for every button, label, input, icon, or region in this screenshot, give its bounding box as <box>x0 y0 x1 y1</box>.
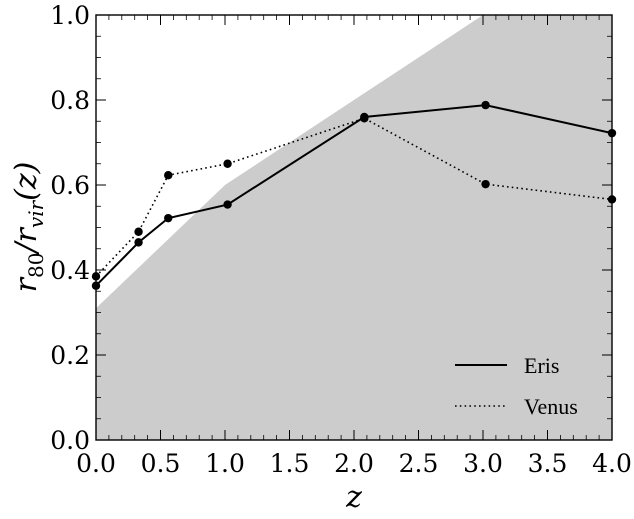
x-tick-label: 2.0 <box>334 449 374 478</box>
data-point-eris <box>481 100 490 110</box>
data-point-venus <box>164 171 173 180</box>
x-axis-label: z <box>345 480 362 515</box>
y-label-slash-r: /r <box>9 226 44 255</box>
legend-label-eris: Eris <box>524 353 559 378</box>
y-label-sub-80: 80 <box>24 253 48 278</box>
legend-label-venus: Venus <box>524 394 578 419</box>
y-tick-labels: 0.0 0.2 0.4 0.6 0.8 1.0 <box>50 1 90 455</box>
legend: Eris Venus <box>455 353 578 419</box>
data-point-venus <box>134 227 143 236</box>
data-point-venus <box>360 114 369 123</box>
y-tick-label: 0.2 <box>50 341 90 370</box>
y-tick-label: 0.8 <box>50 86 90 115</box>
y-tick-label: 0.0 <box>50 426 90 455</box>
data-point-venus <box>481 179 490 189</box>
data-point-venus <box>223 159 232 168</box>
x-tick-label: 0.5 <box>141 449 181 478</box>
y-label-r: r <box>9 276 44 292</box>
y-tick-label: 1.0 <box>50 1 90 30</box>
x-tick-label: 1.0 <box>205 449 245 478</box>
shaded-region <box>96 15 612 440</box>
y-tick-label: 0.6 <box>50 171 90 200</box>
data-point-eris <box>223 200 232 209</box>
y-tick-label: 0.4 <box>50 256 90 285</box>
y-label-sub-vir: vir <box>24 199 48 228</box>
x-tick-label: 3.0 <box>463 449 503 478</box>
plot-frame <box>95 14 613 441</box>
x-tick-label: 1.5 <box>270 449 310 478</box>
x-tick-label: 4.0 <box>592 449 632 478</box>
x-tick-labels: 0.0 0.5 1.0 1.5 2.0 2.5 3.0 3.5 4.0 <box>76 449 632 478</box>
x-tick-label: 0.0 <box>76 449 116 478</box>
data-point-eris <box>164 213 173 223</box>
x-tick-label: 3.5 <box>528 449 568 478</box>
data-point-eris <box>134 238 143 247</box>
x-tick-label: 2.5 <box>399 449 439 478</box>
y-axis-label: r80/rvir(z) <box>9 162 48 293</box>
y-label-z: (z) <box>9 162 44 201</box>
